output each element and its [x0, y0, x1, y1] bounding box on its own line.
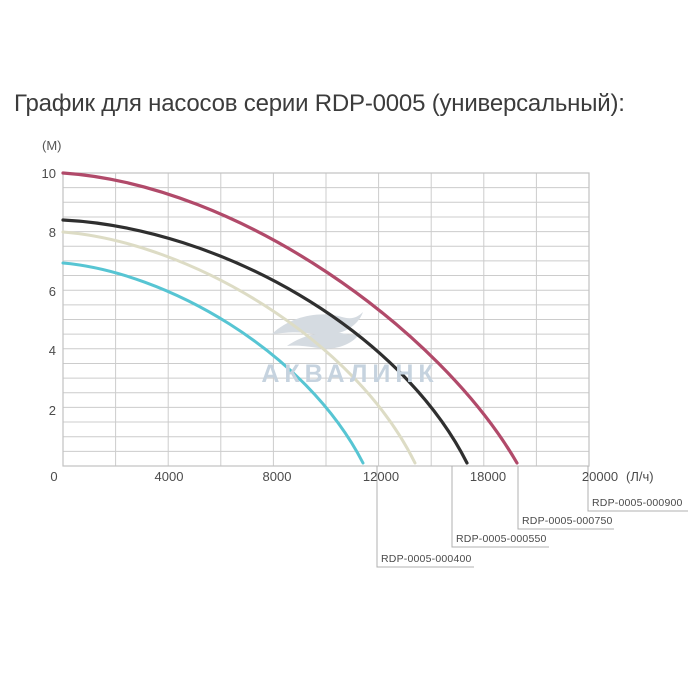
callout-label-rdp-0005-000750: RDP-0005-000750: [522, 515, 613, 527]
x-axis-unit-label: (Л/ч): [626, 469, 654, 484]
x-tick-12000: 12000: [362, 469, 400, 484]
y-axis-unit-label: (М): [42, 138, 62, 153]
curve-rdp-0005-000900: [61, 171, 519, 465]
page-title: График для насосов серии RDP-0005 (униве…: [14, 90, 625, 117]
curve-rdp-0005-000750: [61, 218, 469, 465]
y-tick-2: 2: [48, 403, 56, 418]
callout-label-rdp-0005-000400: RDP-0005-000400: [381, 553, 472, 565]
y-tick-6: 6: [48, 284, 56, 299]
y-tick-8: 8: [48, 225, 56, 240]
x-tick-0: 0: [50, 469, 58, 484]
watermark-wave-icon: [272, 312, 363, 349]
callout-leader-rdp-0005-000900: [587, 466, 688, 512]
callout-leader-rdp-0005-000550: [451, 466, 549, 548]
watermark-brand-text: АКВАЛИНК: [261, 360, 439, 388]
y-tick-10: 10: [41, 166, 56, 181]
x-tick-8000: 8000: [262, 469, 292, 484]
y-tick-4: 4: [48, 343, 56, 358]
curve-rdp-0005-000400: [61, 261, 365, 465]
callout-leader-rdp-0005-000400: [376, 466, 474, 568]
plot-border: [62, 172, 590, 467]
x-tick-18000: 18000: [469, 469, 507, 484]
x-tick-20000: 20000: [581, 469, 619, 484]
curve-rdp-0005-000550: [61, 230, 417, 465]
callout-leader-rdp-0005-000750: [517, 466, 614, 530]
x-tick-4000: 4000: [154, 469, 184, 484]
callout-label-rdp-0005-000550: RDP-0005-000550: [456, 533, 547, 545]
callout-label-rdp-0005-000900: RDP-0005-000900: [592, 497, 683, 509]
